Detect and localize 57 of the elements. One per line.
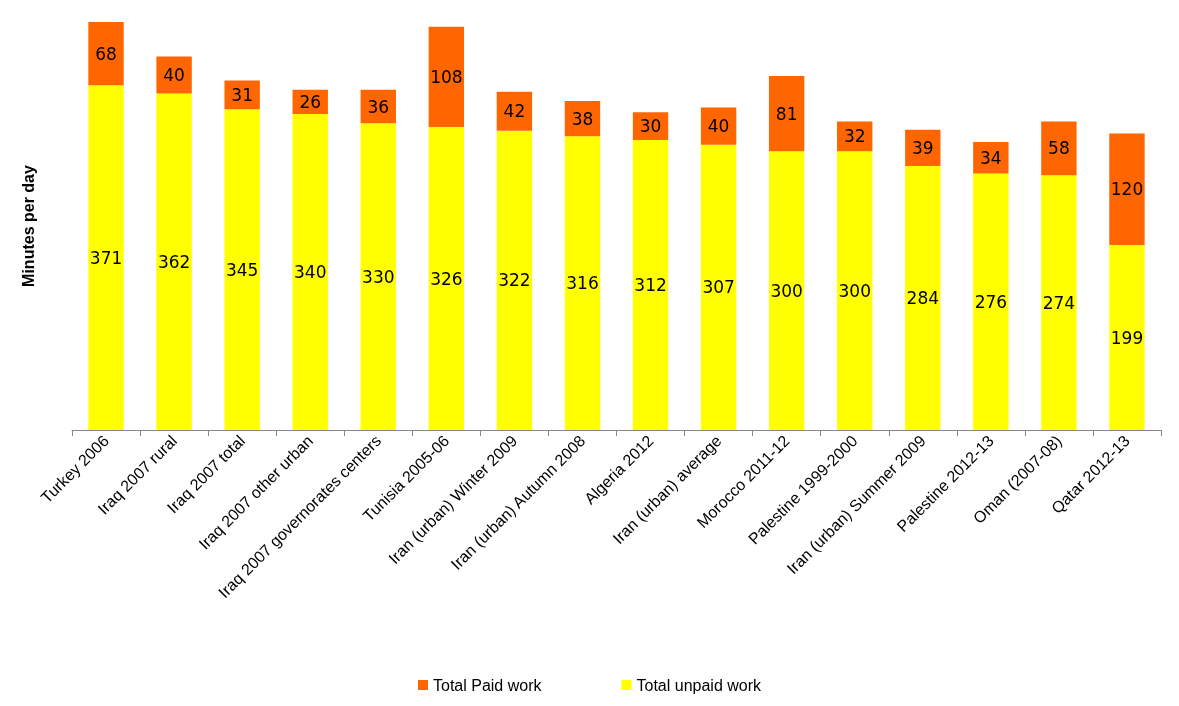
bar <box>768 151 805 430</box>
bar <box>156 56 192 94</box>
data-label: 312 <box>634 275 667 296</box>
legend-label: Total Paid work <box>433 676 543 694</box>
data-label: 26 <box>299 91 322 112</box>
data-label: 32 <box>843 126 866 147</box>
bar <box>973 173 1009 430</box>
data-label: 40 <box>163 64 185 85</box>
bar <box>768 75 805 152</box>
data-label: 68 <box>95 43 117 64</box>
data-label: 274 <box>1042 292 1076 313</box>
data-label: 199 <box>1110 327 1144 348</box>
legend-label: Total unpaid work <box>636 676 762 694</box>
bar <box>360 123 396 430</box>
data-label: 362 <box>157 251 191 272</box>
bar <box>564 136 601 430</box>
bar <box>156 93 192 430</box>
data-label: 120 <box>1110 179 1144 200</box>
data-label: 39 <box>911 137 934 158</box>
bar <box>88 85 124 430</box>
data-label: 345 <box>225 259 259 280</box>
data-label: 108 <box>430 66 463 87</box>
data-label: 38 <box>571 108 594 129</box>
data-label: 300 <box>770 280 803 301</box>
bar <box>428 127 465 430</box>
bar <box>496 130 533 430</box>
data-label: 276 <box>974 291 1008 312</box>
bar <box>905 166 941 430</box>
bar <box>292 114 328 430</box>
data-label: 81 <box>775 103 798 124</box>
data-label: 322 <box>498 270 531 291</box>
bar <box>632 140 669 430</box>
data-label: 371 <box>89 247 123 268</box>
data-label: 316 <box>566 273 599 294</box>
bar <box>1041 175 1077 430</box>
data-label: 307 <box>702 277 735 298</box>
data-label: 34 <box>980 147 1002 168</box>
data-label: 31 <box>231 84 253 105</box>
bar <box>1109 245 1145 430</box>
bar <box>1041 121 1077 176</box>
data-label: 300 <box>838 280 871 301</box>
data-label: 42 <box>503 101 526 122</box>
bar <box>837 151 873 430</box>
data-label: 58 <box>1048 138 1070 159</box>
data-label: 340 <box>293 262 327 282</box>
bar <box>700 144 737 430</box>
data-label: 284 <box>906 288 940 309</box>
data-label: 330 <box>362 266 395 287</box>
bar <box>224 109 260 430</box>
data-label: 36 <box>367 96 390 117</box>
data-label: 326 <box>430 268 463 289</box>
bar <box>1109 133 1145 246</box>
data-label: 40 <box>707 116 730 137</box>
y-axis-title: Minutes per day <box>19 165 37 287</box>
data-label: 30 <box>639 116 662 137</box>
bar <box>428 26 465 128</box>
bar <box>88 22 124 86</box>
